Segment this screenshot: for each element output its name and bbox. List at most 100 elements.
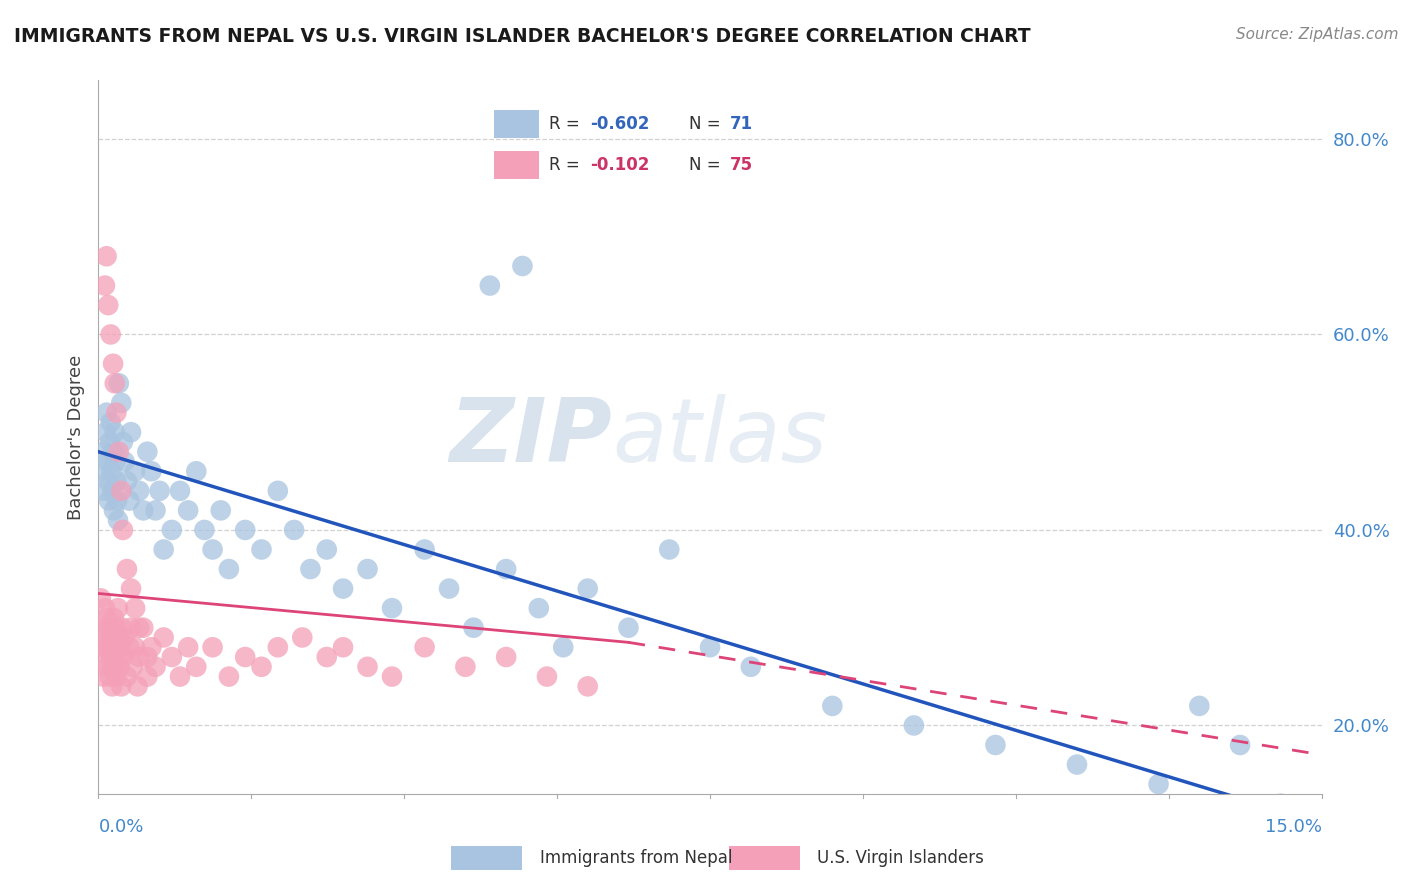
Point [97, 298, 120, 312]
Point [141, 464, 163, 478]
Point [98, 493, 121, 508]
Point [94, 631, 117, 645]
Point [115, 562, 138, 576]
Point [100, 650, 122, 665]
Point [250, 542, 273, 557]
Point [104, 640, 127, 655]
Point [1147, 777, 1170, 791]
Point [512, 259, 534, 273]
Point [1188, 698, 1211, 713]
Point [699, 640, 721, 655]
Point [141, 640, 163, 655]
Point [576, 582, 599, 596]
Point [91, 669, 114, 683]
Point [145, 503, 167, 517]
Point [97, 474, 120, 488]
Point [107, 513, 129, 527]
Point [128, 483, 150, 498]
Point [111, 434, 134, 449]
Point [381, 601, 404, 615]
Point [108, 631, 131, 645]
Point [299, 562, 322, 576]
Point [100, 416, 122, 430]
Point [132, 621, 155, 635]
Point [267, 483, 290, 498]
Text: U.S. Virgin Islanders: U.S. Virgin Islanders [817, 848, 984, 867]
Text: ZIP: ZIP [450, 393, 612, 481]
Point [553, 640, 575, 655]
Point [94, 483, 117, 498]
Point [315, 650, 337, 665]
Point [136, 669, 159, 683]
Point [100, 327, 122, 342]
Point [105, 669, 128, 683]
Point [120, 621, 142, 635]
Point [110, 640, 132, 655]
Point [118, 640, 141, 655]
Text: Immigrants from Nepal: Immigrants from Nepal [540, 848, 733, 867]
Point [1294, 806, 1316, 821]
Point [98, 621, 121, 635]
Point [128, 650, 150, 665]
Bar [451, 846, 522, 870]
Point [1229, 738, 1251, 752]
Point [186, 660, 208, 674]
Point [152, 542, 174, 557]
Point [201, 542, 224, 557]
Point [96, 660, 118, 674]
Point [103, 503, 125, 517]
Point [315, 542, 337, 557]
Point [120, 425, 142, 440]
Point [617, 621, 640, 635]
Point [136, 444, 159, 458]
Point [91, 621, 114, 635]
Point [160, 650, 183, 665]
Point [186, 464, 208, 478]
Point [101, 483, 124, 498]
Point [1066, 757, 1088, 772]
Point [110, 483, 132, 498]
Point [121, 660, 143, 674]
Point [437, 582, 460, 596]
Point [104, 425, 127, 440]
Point [105, 474, 128, 488]
Point [103, 611, 125, 625]
Point [127, 679, 149, 693]
Point [177, 640, 200, 655]
Point [152, 631, 174, 645]
Point [218, 669, 240, 683]
Point [108, 660, 131, 674]
Point [201, 640, 224, 655]
Text: Source: ZipAtlas.com: Source: ZipAtlas.com [1236, 27, 1399, 42]
Point [124, 640, 146, 655]
Point [495, 650, 517, 665]
Point [136, 650, 159, 665]
Point [291, 631, 314, 645]
Text: IMMIGRANTS FROM NEPAL VS U.S. VIRGIN ISLANDER BACHELOR'S DEGREE CORRELATION CHAR: IMMIGRANTS FROM NEPAL VS U.S. VIRGIN ISL… [14, 27, 1031, 45]
Point [105, 650, 128, 665]
Point [115, 474, 138, 488]
Point [110, 679, 132, 693]
Point [903, 718, 925, 732]
Point [96, 611, 118, 625]
Point [114, 631, 136, 645]
Point [576, 679, 599, 693]
Point [193, 523, 215, 537]
Point [104, 621, 127, 635]
Point [984, 738, 1007, 752]
Point [132, 503, 155, 517]
Text: 15.0%: 15.0% [1264, 818, 1322, 837]
Point [96, 454, 118, 468]
Point [114, 454, 136, 468]
Point [413, 640, 436, 655]
Point [97, 640, 120, 655]
Point [101, 679, 124, 693]
Point [283, 523, 305, 537]
Text: 0.0%: 0.0% [98, 818, 143, 837]
Point [101, 444, 124, 458]
Point [115, 669, 138, 683]
Point [233, 650, 256, 665]
Bar [728, 846, 800, 870]
Point [100, 464, 122, 478]
Point [740, 660, 762, 674]
